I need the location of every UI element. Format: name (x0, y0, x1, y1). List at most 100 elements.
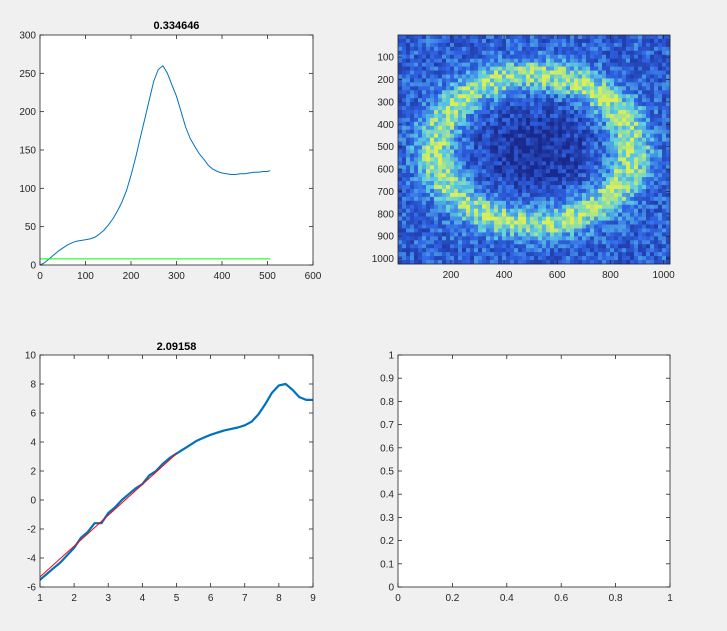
heatmap-cell (554, 248, 559, 253)
heatmap-cell (562, 157, 567, 162)
heatmap-cell (598, 86, 603, 91)
heatmap-cell (458, 244, 463, 249)
heatmap-cell (402, 177, 407, 182)
heatmap-cell (658, 177, 663, 182)
heatmap-cell (566, 153, 571, 158)
heatmap-cell (462, 86, 467, 91)
heatmap-cell (594, 78, 599, 83)
heatmap-cell (510, 90, 515, 95)
heatmap-cell (542, 256, 547, 261)
heatmap-cell (426, 46, 431, 52)
heatmap-cell (526, 46, 531, 52)
heatmap-cell (486, 228, 491, 233)
heatmap-cell (666, 90, 671, 95)
heatmap-cell (550, 54, 555, 59)
heatmap-cell (666, 204, 671, 210)
heatmap-cell (502, 121, 507, 127)
heatmap-cell (666, 86, 671, 91)
heatmap-cell (630, 196, 635, 202)
heatmap-cell (622, 224, 627, 229)
heatmap-cell (586, 224, 591, 229)
heatmap-cell (434, 110, 439, 115)
heatmap-cell (438, 98, 443, 103)
heatmap-cell (642, 137, 647, 142)
heatmap-cell (498, 236, 503, 241)
y-tick-label: 0.8 (380, 397, 394, 408)
heatmap-cell (506, 188, 511, 194)
heatmap-cell (506, 192, 511, 198)
heatmap-cell (482, 46, 487, 52)
heatmap-cell (474, 256, 479, 261)
heatmap-cell (506, 240, 511, 245)
heatmap-cell (646, 220, 651, 225)
heatmap-cell (410, 78, 415, 83)
heatmap-cell (422, 256, 427, 261)
heatmap-cell (466, 90, 471, 95)
heatmap-cell (402, 66, 407, 71)
heatmap-cell (562, 185, 567, 190)
heatmap-cell (606, 137, 611, 142)
heatmap-cell (506, 224, 511, 229)
heatmap-cell (406, 153, 411, 158)
heatmap-cell (434, 129, 439, 135)
heatmap-cell (658, 86, 663, 91)
heatmap-cell (530, 90, 535, 95)
heatmap-cell (510, 232, 515, 237)
heatmap-cell (570, 94, 575, 99)
heatmap-cell (650, 78, 655, 83)
heatmap-cell (486, 153, 491, 158)
heatmap-cell (462, 177, 467, 182)
heatmap-cell (602, 54, 607, 59)
heatmap-cell (454, 220, 459, 225)
heatmap-cell (554, 58, 559, 63)
heatmap-cell (478, 86, 483, 91)
heatmap-cell (642, 169, 647, 174)
heatmap-cell (542, 165, 547, 170)
heatmap-cell (402, 240, 407, 245)
heatmap-cell (414, 98, 419, 103)
heatmap-cell (614, 185, 619, 190)
heatmap-cell (486, 129, 491, 135)
y-tick-label: 200 (19, 107, 36, 118)
heatmap-cell (534, 70, 539, 75)
heatmap-cell (514, 260, 519, 265)
heatmap-cell (438, 141, 443, 146)
heatmap-cell (514, 200, 519, 206)
heatmap-cell (546, 216, 551, 221)
heatmap-cell (458, 216, 463, 221)
heatmap-cell (414, 149, 419, 154)
heatmap-cell (506, 46, 511, 52)
heatmap-cell (530, 196, 535, 202)
heatmap-cell (646, 153, 651, 158)
heatmap-cell (454, 90, 459, 95)
heatmap-cell (422, 165, 427, 170)
heatmap-cell (646, 232, 651, 237)
heatmap-cell (474, 181, 479, 186)
heatmap-cell (590, 204, 595, 210)
heatmap-cell (638, 86, 643, 91)
heatmap-cell (650, 137, 655, 142)
heatmap-cell (550, 188, 555, 194)
heatmap-cell (434, 153, 439, 158)
heatmap-cell (642, 70, 647, 75)
heatmap-cell (558, 117, 563, 123)
heatmap-cell (418, 133, 423, 138)
heatmap-cell (598, 204, 603, 210)
heatmap-cell (654, 102, 659, 107)
heatmap-cell (534, 90, 539, 95)
heatmap-cell (550, 74, 555, 79)
heatmap-cell (558, 153, 563, 158)
heatmap-cell (582, 62, 587, 67)
heatmap-cell (610, 70, 615, 75)
heatmap-cell (598, 153, 603, 158)
heatmap-cell (618, 196, 623, 202)
heatmap-cell (614, 133, 619, 138)
heatmap-cell (614, 252, 619, 257)
heatmap-cell (546, 117, 551, 123)
heatmap-cell (634, 35, 639, 40)
heatmap-cell (626, 54, 631, 59)
heatmap-cell (590, 46, 595, 52)
heatmap-cell (478, 157, 483, 162)
heatmap-cell (514, 38, 519, 44)
heatmap-cell (450, 125, 455, 131)
